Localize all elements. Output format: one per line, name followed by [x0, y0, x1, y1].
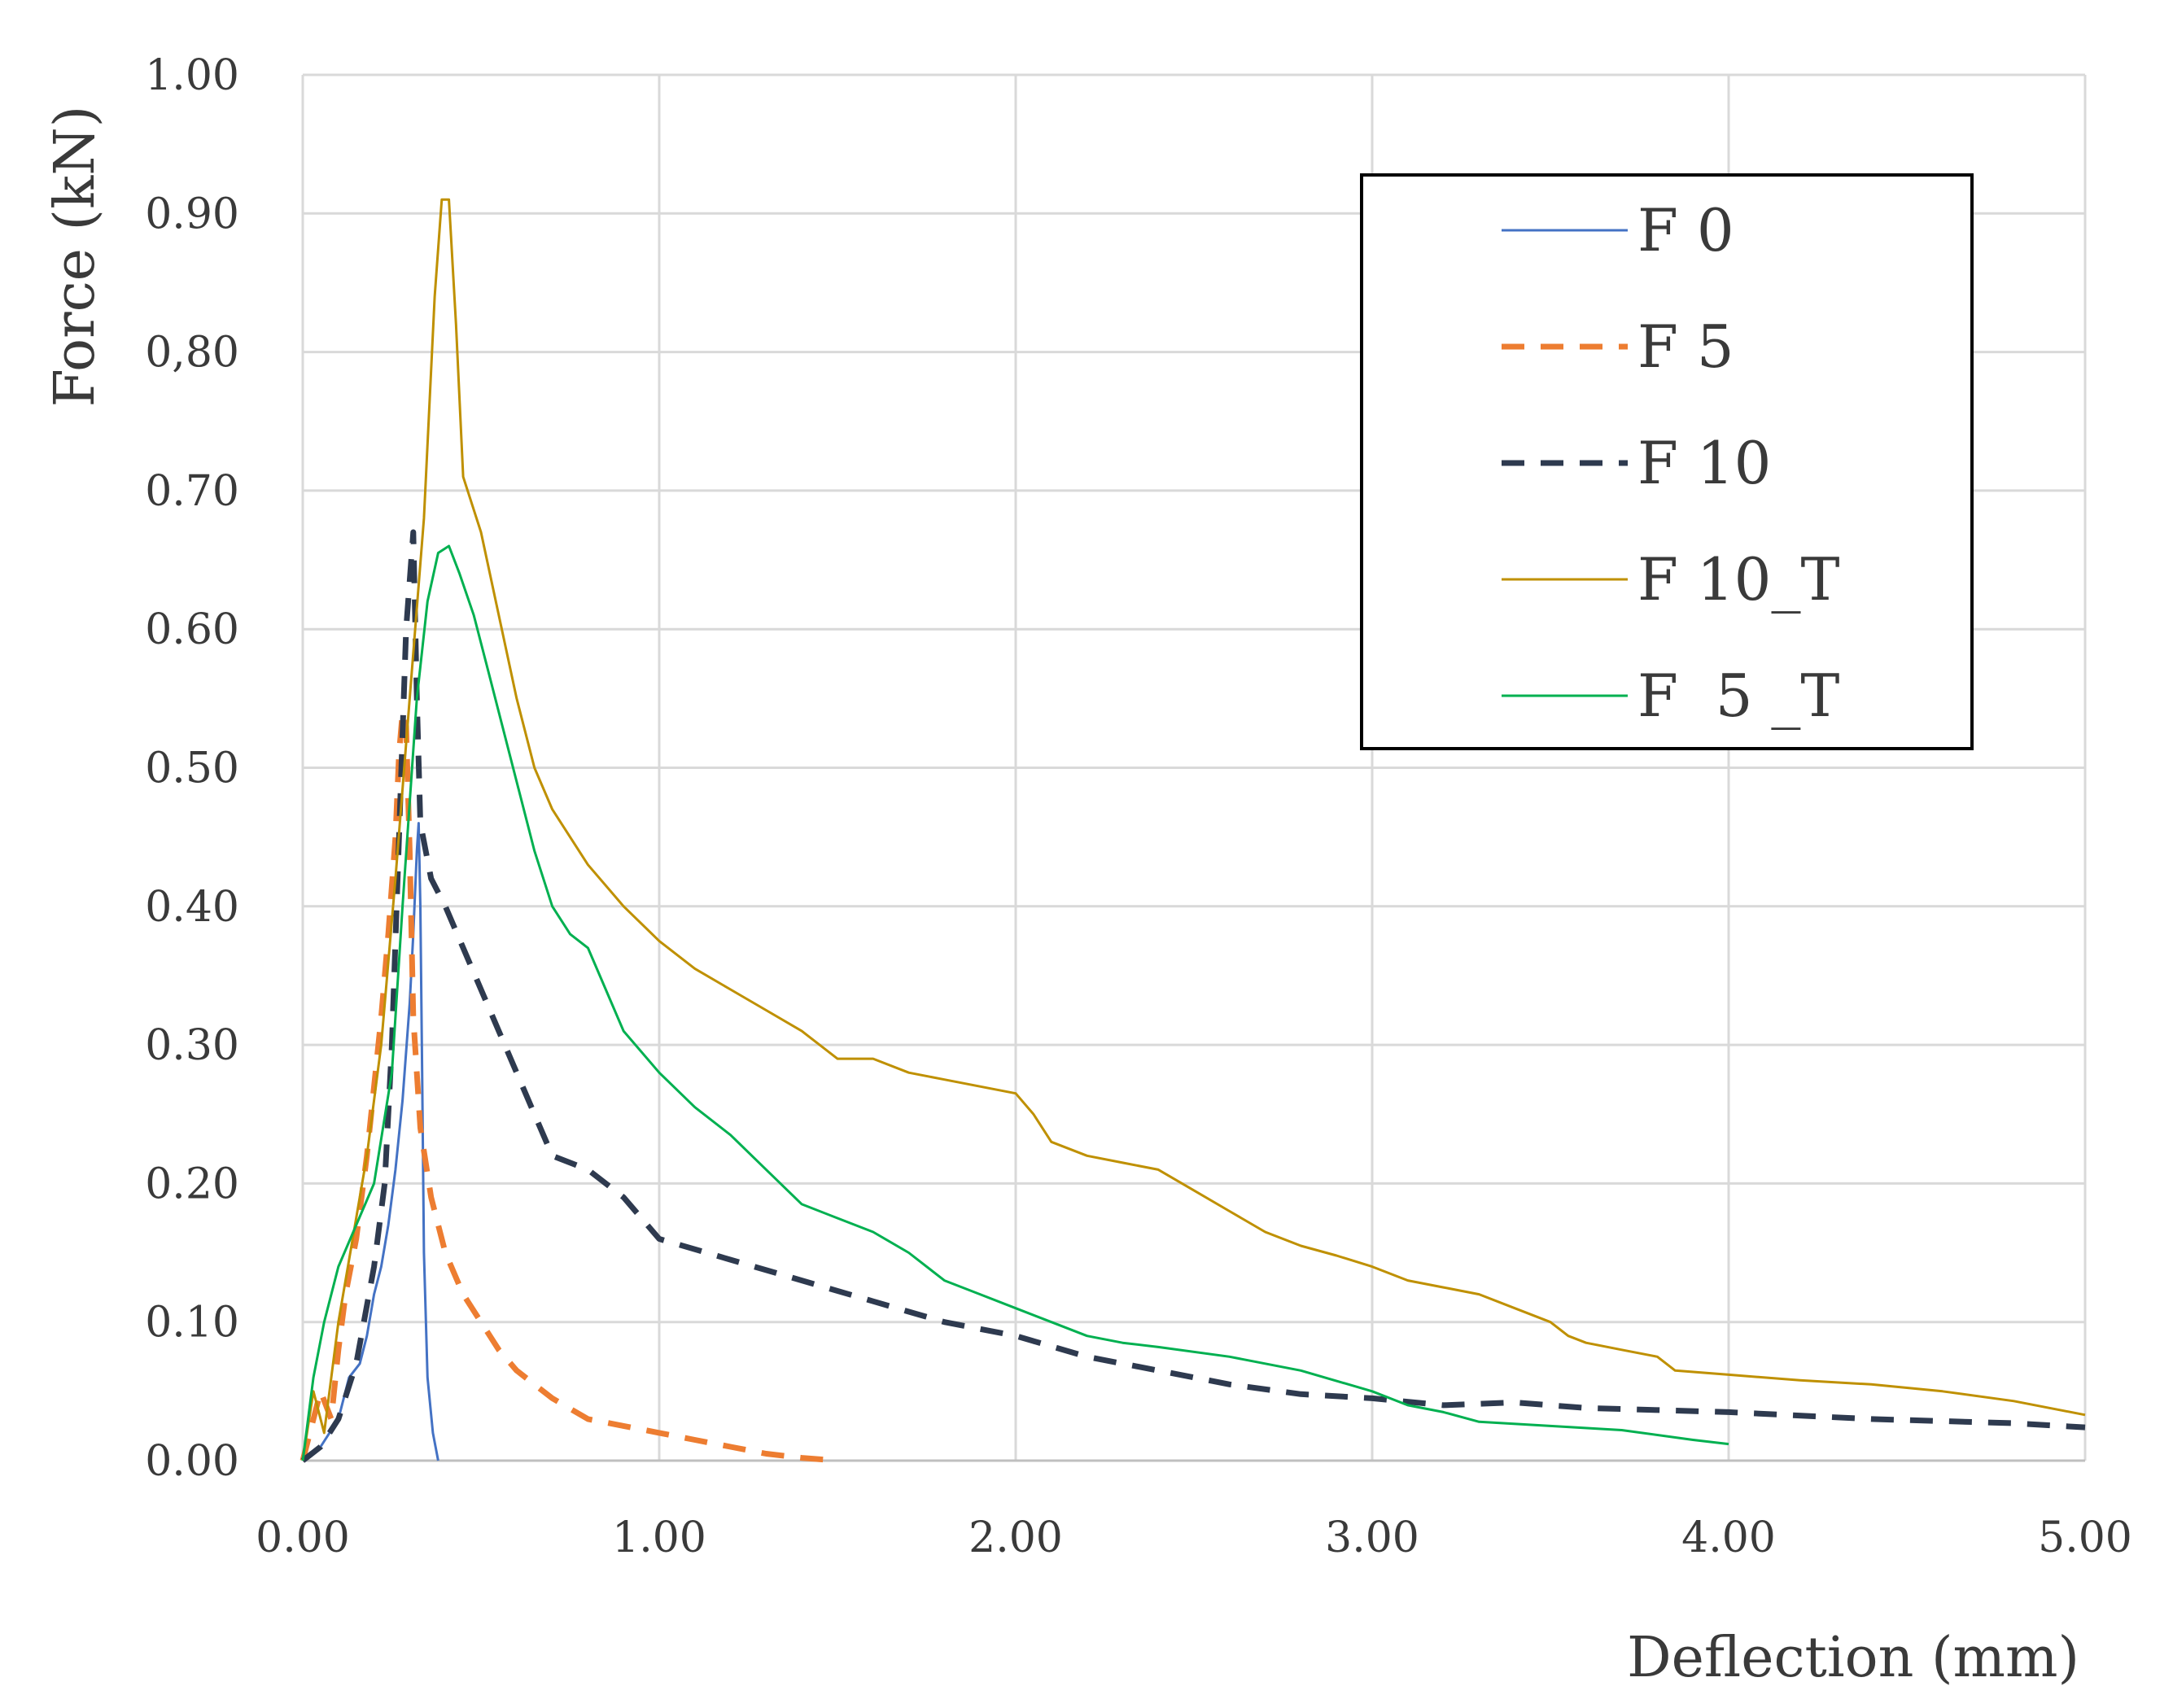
x-tick-label: 2.00	[968, 1514, 1063, 1562]
legend-box	[1360, 173, 1974, 750]
legend-label: F 10	[1637, 429, 1771, 497]
series-lines	[299, 198, 2086, 1464]
gridlines	[301, 73, 2087, 1462]
x-tick-label: 1.00	[612, 1514, 706, 1562]
y-tick-label: 0.20	[145, 1160, 239, 1208]
y-tick-label: 0.90	[145, 190, 239, 238]
x-axis-title: Deflection (mm)	[1627, 1626, 2079, 1690]
series-line-4	[301, 544, 1729, 1461]
y-tick-label: 0,80	[145, 329, 239, 378]
y-tick-label: 0.50	[145, 745, 239, 793]
legend-label: F 0	[1637, 196, 1734, 264]
series-line-1	[299, 709, 838, 1464]
legend-label: F 5 _T	[1637, 662, 1839, 730]
tick-labels: 0.00 0.10 0.20 0.30 0.40 0.50 0.60 0.70 0,80 0.90…	[145, 51, 2132, 1562]
legend: F 0 F 5 F 10 F 10_T F 5 _T	[1360, 173, 1974, 750]
y-tick-label: 0.30	[145, 1021, 239, 1070]
legend-label: F 10_T	[1637, 545, 1839, 614]
y-tick-label: 0.60	[145, 605, 239, 654]
y-tick-label: 0.10	[145, 1299, 239, 1348]
x-tick-label: 3.00	[1325, 1514, 1419, 1562]
x-tick-label: 0.00	[256, 1514, 350, 1562]
y-tick-label: 0.70	[145, 467, 239, 516]
series-line-2	[300, 529, 2086, 1463]
y-tick-label: 0.00	[145, 1437, 239, 1486]
y-axis-title: Force (kN)	[43, 106, 107, 408]
legend-label: F 5	[1637, 312, 1734, 381]
x-tick-label: 5.00	[2038, 1514, 2132, 1562]
x-tick-label: 4.00	[1681, 1514, 1776, 1562]
series-line-3	[301, 198, 2086, 1461]
series-line-0	[302, 822, 439, 1462]
y-tick-label: 1.00	[145, 51, 239, 100]
y-tick-label: 0.40	[145, 883, 239, 932]
